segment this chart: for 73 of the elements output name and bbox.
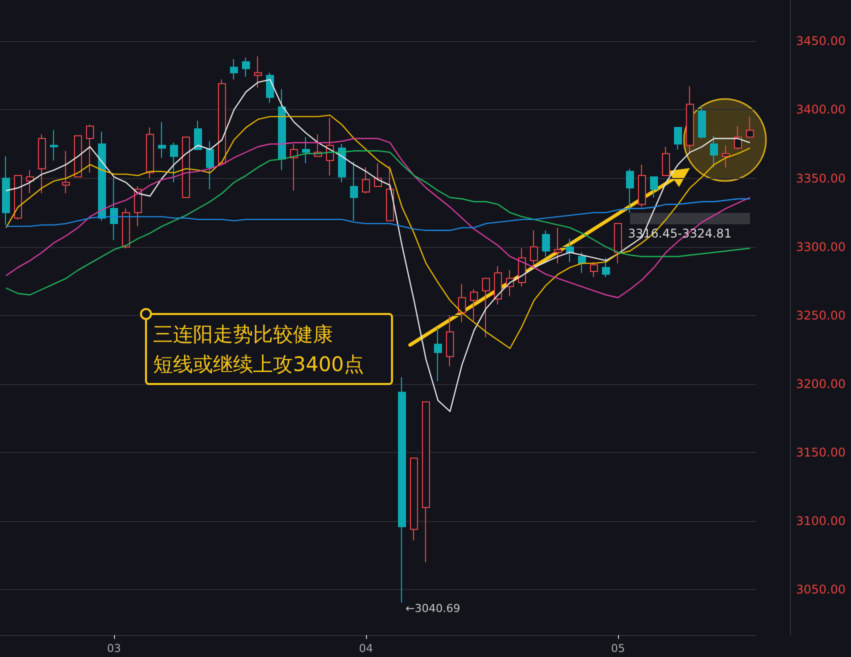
candlestick (638, 164, 646, 208)
candlestick (482, 278, 490, 338)
x-tick-label: 04 (359, 642, 373, 655)
y-tick-label: 3200.00 (796, 377, 846, 392)
candlestick (722, 144, 730, 168)
candlestick (218, 79, 226, 164)
candlestick (578, 252, 586, 274)
candlestick (422, 401, 430, 563)
candlestick (398, 376, 406, 604)
candlestick (182, 136, 190, 198)
line-series (5, 78, 751, 412)
x-tick-label: 03 (107, 642, 121, 655)
candlestick (494, 266, 502, 305)
candlestick (734, 126, 742, 150)
candlestick (302, 136, 310, 164)
annotation: ←3040.69 (406, 602, 460, 616)
candlestick (170, 142, 178, 183)
candlestick (158, 122, 166, 158)
annotation: 三连阳走势比较健康 (153, 321, 334, 348)
y-tick-label: 3350.00 (796, 171, 846, 186)
candlestick (710, 135, 718, 168)
candlestick (590, 261, 598, 278)
candlestick (662, 146, 670, 176)
candlestick (686, 86, 694, 154)
candlestick (74, 135, 82, 178)
candlestick (362, 166, 370, 194)
candlestick (530, 230, 538, 266)
candlestick (26, 170, 34, 194)
candlestick (242, 57, 250, 78)
candlestick (434, 327, 442, 382)
candlestick (38, 134, 46, 194)
candlestick (458, 283, 466, 323)
annotation: 短线或继续上攻3400点 (153, 351, 365, 378)
candlestick (554, 227, 562, 264)
candlestick (542, 230, 550, 257)
candlestick (206, 140, 214, 190)
candlestick (602, 257, 610, 278)
candlestick (230, 58, 238, 80)
candlestick (566, 238, 574, 262)
candlestick (50, 130, 58, 161)
line-series (5, 114, 751, 349)
candlestick (410, 458, 418, 541)
candlestick (266, 72, 274, 104)
x-tick-label: 05 (611, 642, 625, 655)
candlestick (122, 208, 130, 249)
candlestick (698, 105, 706, 140)
candlestick (470, 288, 478, 322)
candlestick (194, 120, 202, 150)
candlestick (62, 150, 70, 194)
candlestick (2, 156, 10, 226)
candlestick (386, 165, 394, 222)
candlestick (350, 161, 358, 222)
y-tick-label: 3050.00 (796, 582, 846, 597)
y-tick-label: 3400.00 (796, 102, 846, 117)
y-tick-label: 3150.00 (796, 446, 846, 460)
y-tick-label: 3250.00 (796, 308, 846, 322)
y-tick-label: 3100.00 (796, 514, 846, 528)
candlestick (146, 127, 154, 179)
candlestick (98, 131, 106, 222)
candlestick (626, 168, 634, 214)
candlestick (86, 124, 94, 174)
candlestick (746, 116, 754, 138)
candlestick (278, 88, 286, 171)
candlestick (110, 178, 118, 241)
candlestick (254, 56, 262, 88)
candlestick (674, 127, 682, 150)
candlestick (650, 176, 658, 198)
y-tick-label: 3450.00 (796, 34, 846, 48)
candlestick (338, 144, 346, 183)
y-tick-label: 3300.00 (796, 240, 846, 254)
candlestick (14, 175, 22, 220)
candlestick (614, 223, 622, 264)
candlestick (446, 314, 454, 367)
